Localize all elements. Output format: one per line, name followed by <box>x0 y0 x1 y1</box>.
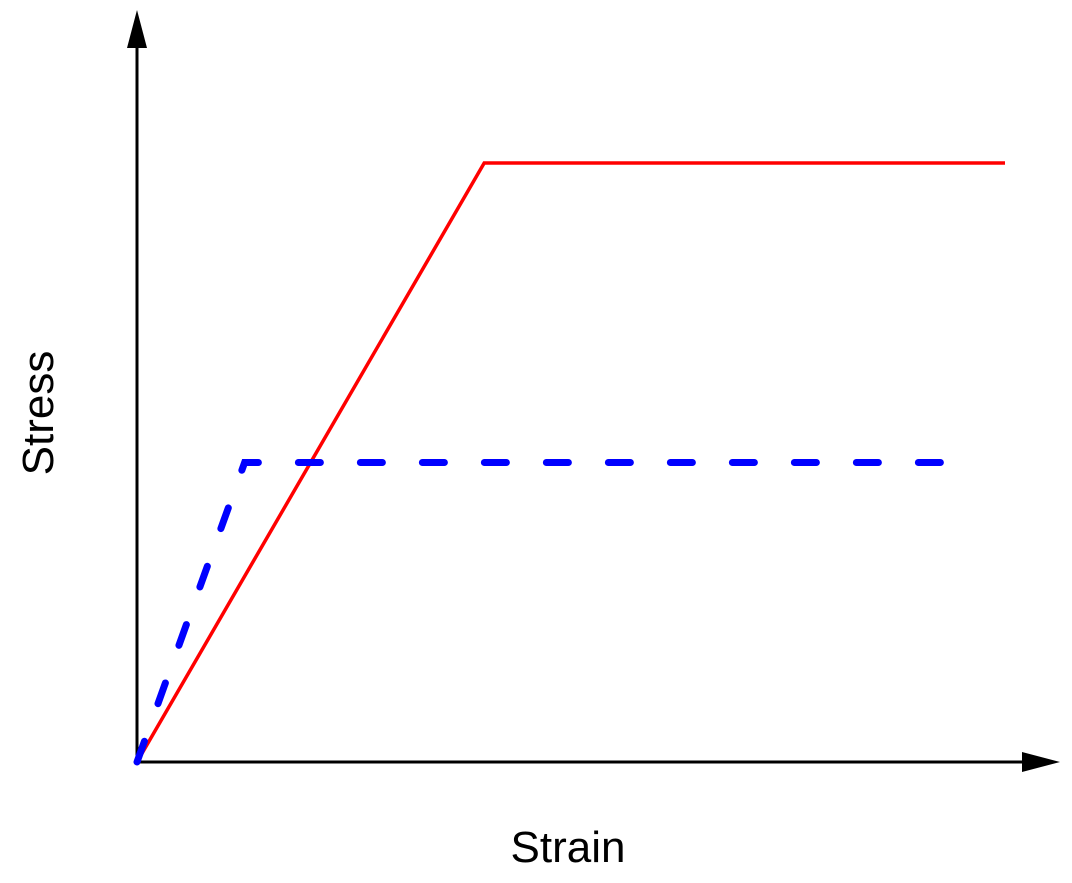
x-axis-label: Strain <box>511 823 626 872</box>
y-axis-label: Stress <box>14 351 63 476</box>
y-axis-arrow <box>127 10 147 48</box>
x-axis-arrow <box>1022 752 1060 772</box>
data-line <box>135 161 1005 763</box>
data-line <box>133 459 974 766</box>
